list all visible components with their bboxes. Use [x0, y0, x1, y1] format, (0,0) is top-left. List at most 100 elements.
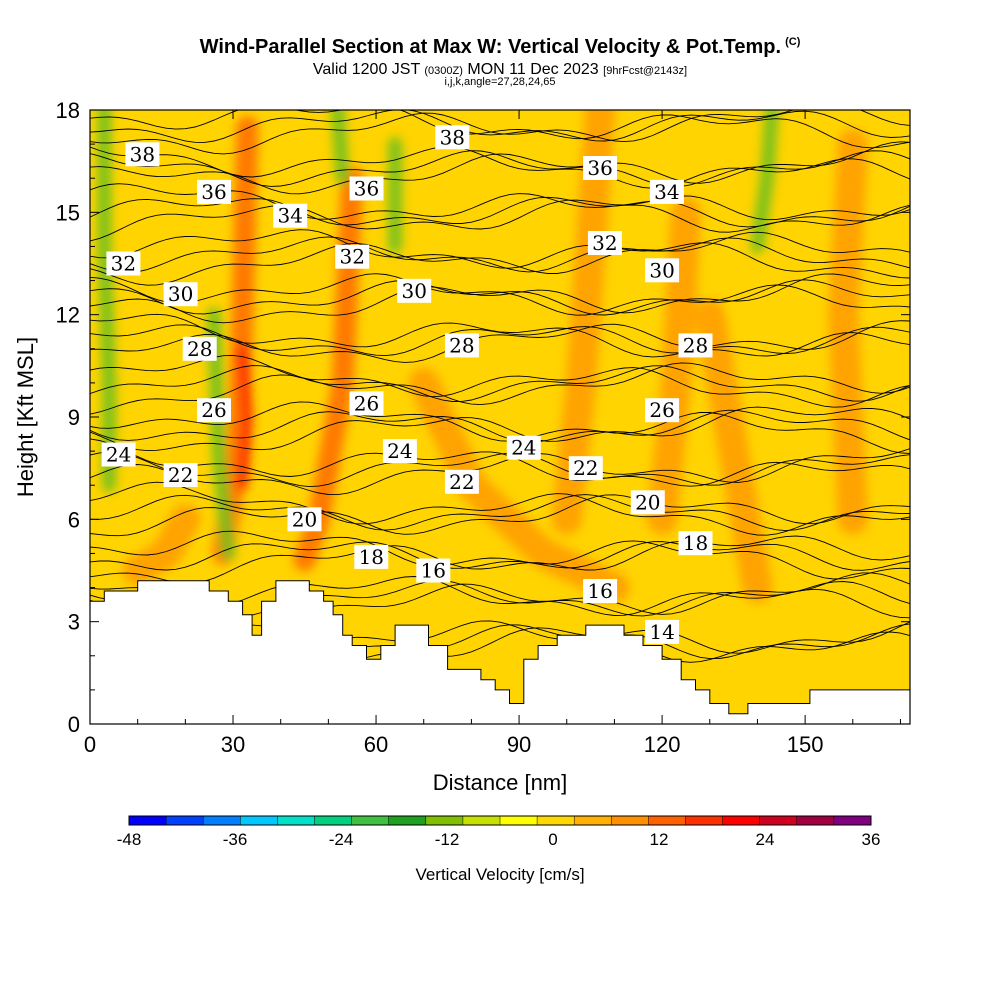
colorbar-swatch: [796, 816, 835, 825]
grid-index-line: i,j,k,angle=27,28,24,65: [444, 76, 556, 88]
y-tick-label: 12: [56, 303, 80, 328]
theta-label-text: 38: [130, 142, 155, 166]
theta-isoline: [90, 236, 910, 274]
theta-label-text: 28: [187, 337, 212, 361]
theta-label-text: 28: [449, 333, 474, 357]
theta-isoline: [90, 231, 910, 286]
colorbar-swatch: [314, 816, 353, 825]
theta-isoline: [90, 401, 910, 454]
chart-subtitle: Valid 1200 JST (0300Z) MON 11 Dec 2023 […: [0, 61, 1000, 79]
colorbar-swatch: [240, 816, 278, 825]
theta-label-text: 26: [354, 391, 379, 415]
chart-title-text: Wind-Parallel Section at Max W: Vertical…: [199, 36, 782, 58]
theta-label-28: 28: [444, 333, 479, 358]
theta-label-box: [106, 251, 141, 276]
theta-label-14: 14: [645, 619, 680, 644]
colorbar-swatch: [129, 816, 167, 825]
colorbar-tick-label: 0: [548, 830, 557, 849]
colorbar-swatch: [462, 816, 501, 825]
theta-label-text: 32: [339, 245, 364, 269]
theta-isoline: [90, 273, 910, 324]
colorbar-swatch: [425, 816, 464, 825]
forecast-date: MON 11 Dec 2023: [467, 61, 599, 78]
colorbar-swatch: [574, 816, 612, 825]
theta-isoline: [90, 313, 910, 358]
theta-isoline: [90, 146, 910, 189]
theta-label-box: [583, 579, 618, 603]
downdraft-streak: [330, 110, 350, 186]
theta-label-32: 32: [587, 231, 622, 255]
theta-label-box: [397, 278, 432, 303]
theta-label-text: 22: [573, 456, 598, 480]
y-tick-label: 15: [56, 200, 80, 225]
theta-label-box: [382, 439, 417, 464]
colorbar-swatch: [759, 816, 798, 825]
x-axis-label: Distance [nm]: [433, 770, 568, 795]
forecast-info: [9hrFcst@2143z]: [603, 65, 688, 77]
theta-isoline: [90, 481, 910, 536]
colorbar-tick-label: 24: [756, 830, 775, 849]
theta-label-38: 38: [435, 125, 470, 150]
theta-label-36: 36: [349, 176, 384, 201]
theta-isoline: [90, 320, 910, 363]
updraft-band: [647, 197, 701, 535]
theta-labels: 38 38 36 36 36 34 34 32 32 32 30 30 30 28 28 28 26 26 26 24…: [101, 125, 713, 644]
colorbar-swatch: [166, 816, 204, 825]
theta-label-box: [182, 336, 217, 361]
theta-label-box: [649, 179, 684, 204]
theta-label-text: 24: [511, 436, 536, 460]
colorbar-swatch: [648, 816, 686, 825]
theta-label-text: 14: [649, 620, 674, 644]
theta-label-box: [444, 469, 479, 494]
colorbar-tick-label: -24: [329, 830, 354, 849]
theta-label-box: [587, 231, 622, 255]
theta-label-box: [335, 244, 370, 269]
theta-label-box: [645, 619, 680, 644]
theta-isoline: [90, 110, 910, 149]
theta-label-text: 16: [587, 579, 612, 603]
theta-label-36: 36: [197, 179, 231, 204]
theta-isoline: [90, 110, 910, 155]
theta-label-text: 18: [683, 531, 708, 555]
theta-label-text: 16: [421, 559, 446, 583]
colorbar-label: Vertical Velocity [cm/s]: [415, 865, 584, 884]
theta-label-text: 30: [168, 282, 193, 306]
theta-label-text: 30: [649, 258, 674, 282]
theta-label-box: [163, 282, 198, 307]
downdraft-streak: [750, 110, 779, 254]
theta-label-text: 20: [292, 507, 317, 531]
y-tick-label: 18: [56, 98, 80, 123]
theta-label-box: [583, 156, 618, 180]
theta-label-32: 32: [106, 251, 141, 276]
theta-label-26: 26: [645, 398, 680, 423]
colorbar-tick-label: -36: [223, 830, 248, 849]
theta-isoline: [90, 195, 910, 242]
theta-label-26: 26: [349, 391, 384, 416]
y-tick-label: 0: [68, 712, 80, 737]
theta-label-30: 30: [645, 258, 680, 283]
theta-label-30: 30: [397, 278, 432, 303]
theta-label-box: [197, 398, 231, 423]
theta-isoline: [90, 406, 910, 452]
theta-label-28: 28: [182, 336, 217, 361]
x-tick-label: 60: [364, 732, 388, 757]
downdraft-streak: [97, 110, 117, 493]
x-tick-label: 150: [787, 732, 824, 757]
y-tick-label: 9: [68, 405, 80, 430]
colorbar-swatch: [611, 816, 649, 825]
theta-label-16: 16: [416, 558, 451, 583]
theta-isoline: [90, 494, 910, 537]
theta-label-box: [678, 333, 713, 358]
theta-label-text: 32: [111, 252, 136, 276]
theta-label-text: 38: [440, 125, 465, 149]
x-tick-label: 90: [507, 732, 531, 757]
theta-label-16: 16: [583, 579, 618, 603]
theta-label-34: 34: [649, 179, 684, 204]
theta-isoline: [90, 365, 910, 402]
colorbar-swatch: [203, 816, 241, 825]
colorbar-tick-label: 36: [862, 830, 881, 849]
theta-label-box: [354, 544, 389, 569]
theta-label-24: 24: [101, 442, 136, 467]
updraft-band: [694, 299, 773, 603]
